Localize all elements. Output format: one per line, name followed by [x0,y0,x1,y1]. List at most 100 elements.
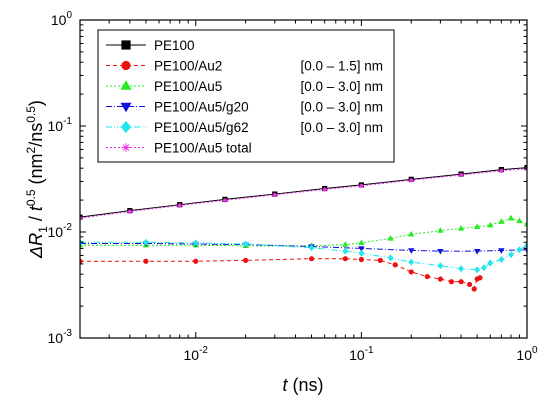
legend-entry-pe100: PE100 [106,38,195,53]
data-point [143,258,149,264]
data-point [342,247,349,255]
data-point [358,246,365,252]
data-point [409,178,414,183]
data-point [142,238,149,246]
legend-marker [121,40,131,50]
x-tick-label: 10-2 [184,345,209,363]
data-point [481,264,487,272]
data-point [358,249,365,257]
data-point [242,240,249,248]
data-point [387,234,394,241]
series-layer [80,165,527,292]
legend: PE100 PE100/Au2 [0.0 – 1.5] nm PE100/Au5 [0.… [97,29,395,163]
data-point [498,248,505,254]
data-point [222,198,228,203]
plot-frame [79,19,528,339]
data-point [448,279,455,285]
tick-layer: 10-2 10-1 100 10-3 10-2 10-1 100 [48,10,538,363]
x-tick-label: 10-1 [349,345,374,363]
data-point [424,273,430,280]
data-point [458,279,464,285]
data-point [308,244,315,252]
data-point [408,258,415,266]
data-point [408,269,414,275]
data-point [498,218,505,224]
data-point [243,257,249,263]
data-point [437,227,444,233]
legend-entry-pe100-au2: PE100/Au2 [0.0 – 1.5] nm [106,59,383,74]
legend-marker [121,60,131,71]
data-point [342,241,349,247]
legend-entry-pe100-au5: PE100/Au5 [0.0 – 3.0] nm [106,79,383,94]
data-point [437,276,444,282]
legend-entry-pe100-au5-g62: PE100/Au5/g62 [0.0 – 3.0] nm [106,120,383,135]
legend-range: [0.0 – 1.5] nm [300,59,383,74]
data-point [193,258,199,264]
y-axis-label: ΔR1 / t0.5 (nm2/ns0.5) [24,100,50,259]
data-point [466,281,473,288]
y-tick-label: 10-2 [48,222,73,240]
data-point [437,248,444,255]
y-tick-label: 100 [51,10,73,28]
data-point [377,257,383,263]
series-line-pe100-au5-total [80,168,527,219]
data-point [508,251,514,259]
legend-label: PE100/Au5 [154,79,222,94]
data-point [359,183,364,188]
data-point [523,247,527,254]
x-axis-label: t (ns) [282,375,323,395]
legend-marker [121,143,131,152]
data-point [458,265,465,273]
data-point [308,256,315,262]
data-point [498,256,505,264]
data-point [177,203,182,208]
legend-label: PE100/Au5/g62 [154,120,249,135]
data-point [523,220,527,227]
series-pe100-au5-total [80,166,527,221]
data-point [342,256,348,262]
legend-marker [120,120,132,134]
data-point [524,241,527,249]
legend-range: [0.0 – 3.0] nm [300,120,383,135]
data-point [127,209,133,214]
series-pe100-au2 [80,256,483,292]
legend-box [97,29,395,163]
legend-range: [0.0 – 3.0] nm [300,100,383,115]
data-point [516,246,523,254]
legend-marker [120,80,132,90]
y-tick-label: 10-3 [48,328,73,346]
legend-label: PE100/Au5/g20 [154,100,249,115]
data-point [487,259,494,267]
data-point [457,225,465,231]
data-point [487,221,494,228]
data-point [387,254,394,262]
data-point [392,262,398,268]
data-point [516,217,523,224]
legend-label: PE100/Au2 [154,59,222,74]
data-point [473,248,481,255]
legend-range: [0.0 – 3.0] nm [300,79,383,94]
data-point [477,275,483,281]
data-point [473,223,481,229]
legend-marker [120,102,132,113]
data-point [507,214,515,221]
data-point [474,266,481,274]
data-point [408,230,415,237]
legend-label: PE100/Au5 total [154,141,252,156]
data-point [458,172,464,178]
series-line-pe100-au5-g62 [80,241,527,271]
legend-label: PE100 [154,38,195,53]
data-point [358,239,365,246]
x-tick-label: 100 [516,345,538,363]
series-pe100-au5-g62 [80,238,527,274]
series-line-pe100-au5-g20 [80,242,527,252]
data-point [499,168,504,173]
data-point [471,286,477,292]
data-point [322,187,327,192]
data-point [192,239,199,247]
data-point [437,262,444,270]
data-point [408,248,415,254]
y-tick-label: 10-1 [48,116,73,134]
data-point [358,256,364,263]
